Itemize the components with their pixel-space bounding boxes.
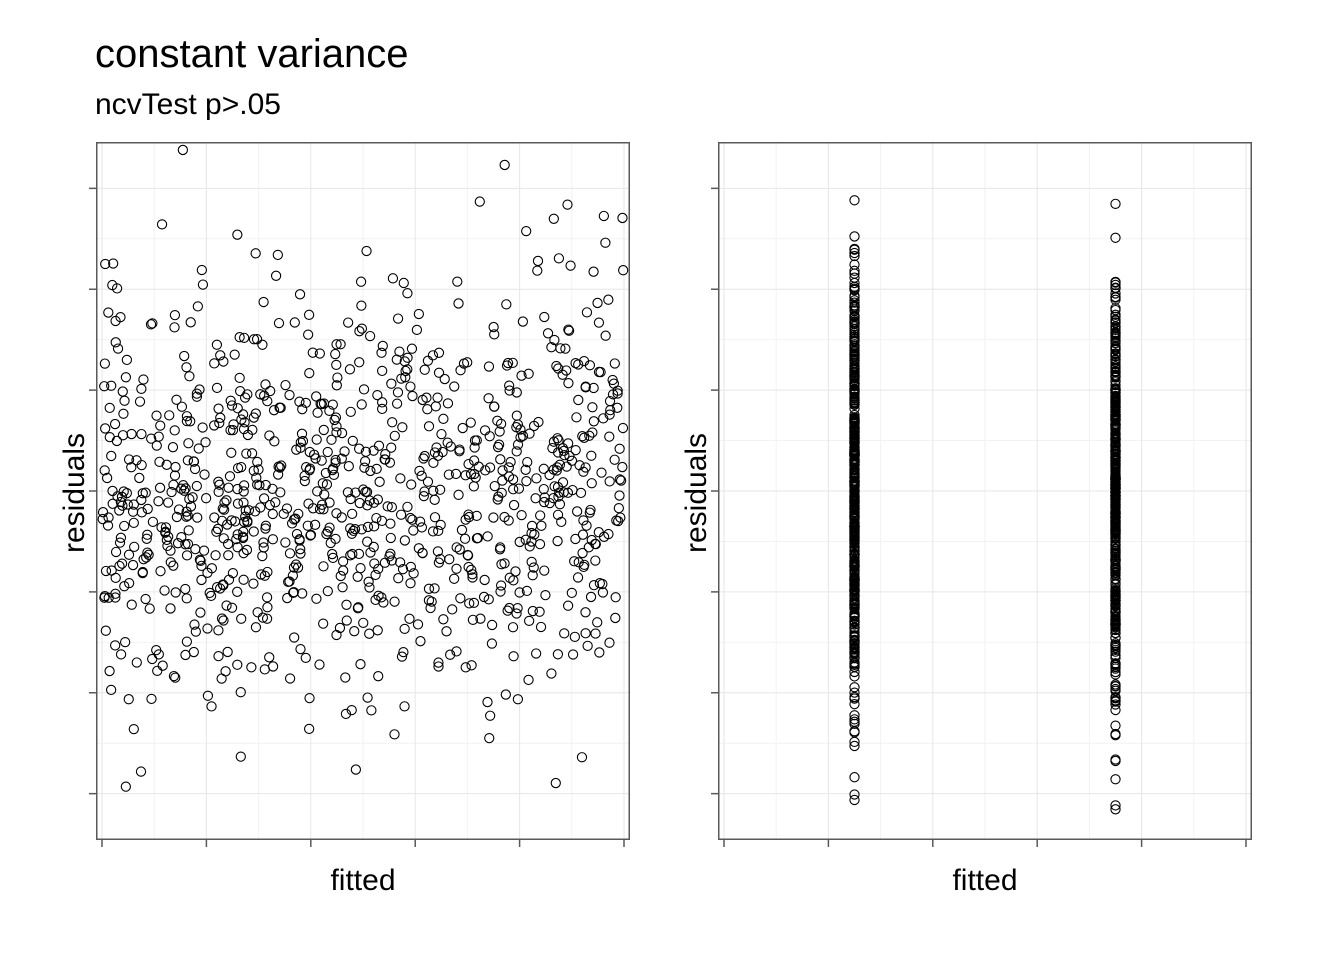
figure-subtitle: ncvTest p>.05 bbox=[95, 88, 281, 122]
right-ylabel: residuals bbox=[680, 433, 714, 553]
left-chart-svg bbox=[86, 142, 630, 850]
right-chart-svg bbox=[708, 142, 1252, 850]
right-xlabel: fitted bbox=[718, 864, 1252, 898]
right-panel bbox=[718, 142, 1252, 840]
left-xlabel: fitted bbox=[96, 864, 630, 898]
left-panel bbox=[96, 142, 630, 840]
left-ylabel: residuals bbox=[58, 433, 92, 553]
figure-title: constant variance bbox=[95, 32, 409, 77]
figure-root: constant variance ncvTest p>.05 residual… bbox=[0, 0, 1344, 960]
